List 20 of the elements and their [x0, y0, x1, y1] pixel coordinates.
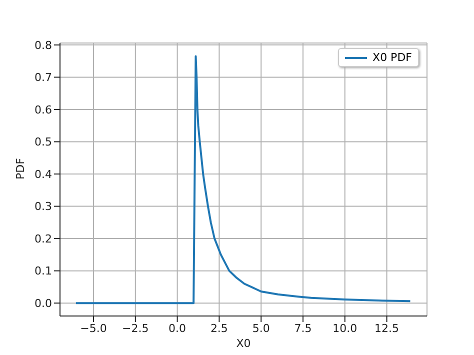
legend-label: X0 PDF	[372, 51, 412, 64]
y-tick-label: 0.5	[34, 136, 52, 149]
y-axis-title: PDF	[14, 158, 27, 180]
x-tick-label: 0.0	[168, 322, 186, 335]
x-tick-label: 10.0	[332, 322, 358, 335]
x-tick-label: −5.0	[80, 322, 107, 335]
x-tick-label: 7.5	[294, 322, 312, 335]
x-axis-title: X0	[236, 337, 251, 350]
y-tick-label: 0.1	[34, 264, 52, 278]
x-tick-label: 2.5	[210, 322, 228, 335]
x-tick-label: −2.5	[122, 322, 149, 335]
y-tick-label: 0.7	[34, 71, 52, 84]
y-tick-label: 0.6	[34, 103, 52, 116]
y-tick-label: 0.2	[34, 232, 52, 246]
y-tick-label: 0.4	[34, 168, 52, 181]
y-tick-label: 0.3	[34, 200, 52, 214]
x-tick-label: 5.0	[252, 322, 270, 335]
y-tick-label: 0.0	[34, 296, 52, 310]
x-tick-label: 12.5	[374, 322, 400, 335]
y-tick-label: 0.8	[34, 38, 52, 52]
